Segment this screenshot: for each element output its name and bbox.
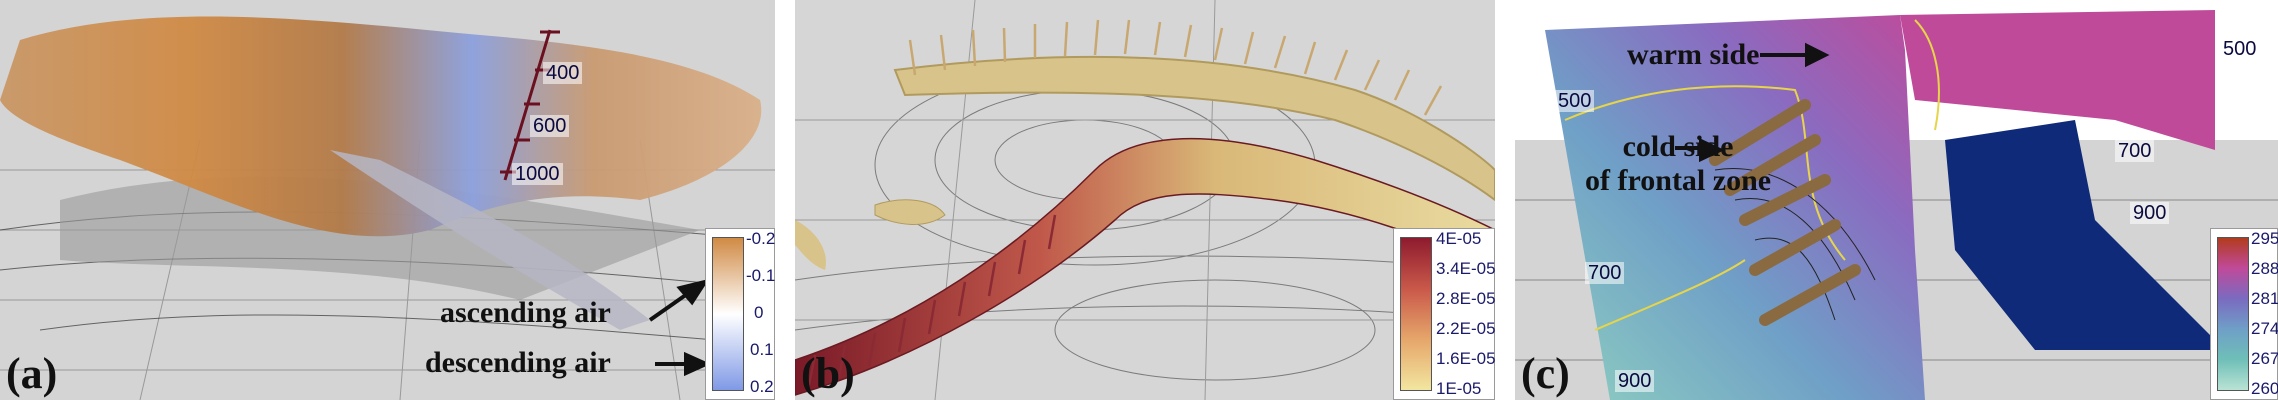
colorbar-a-tick: 0 bbox=[754, 303, 764, 322]
annotation-arrows-c bbox=[1675, 42, 1830, 163]
colorbar-a-gradient bbox=[712, 237, 744, 391]
isobar-label-900: 900 bbox=[1615, 370, 1655, 392]
colorbar-a: -0.2 -0.1 0 0.1 0.2 bbox=[705, 228, 775, 400]
colorbar-b-gradient bbox=[1400, 237, 1432, 391]
vector-glyphs bbox=[908, 19, 1443, 116]
colorbar-a-tick: -0.2 bbox=[746, 229, 775, 248]
colorbar-b-tick: 1E-05 bbox=[1436, 379, 1482, 398]
vector-glyphs-lower bbox=[807, 214, 1057, 386]
panel-label-a: (a) bbox=[6, 349, 58, 398]
cold-side-line2: of frontal zone bbox=[1585, 164, 1772, 197]
warm-side-label: warm side bbox=[1627, 38, 1760, 71]
panel-a: 400 600 1000 ascending air descending ai… bbox=[0, 0, 775, 400]
isobar-label-700: 700 bbox=[1585, 262, 1625, 284]
isobar-label-700: 700 bbox=[2115, 140, 2155, 162]
isobar-label-500: 500 bbox=[1555, 90, 1595, 112]
panel-a-scene bbox=[0, 16, 775, 400]
colorbar-c-gradient bbox=[2217, 237, 2249, 391]
colorbar-b-tick: 2.2E-05 bbox=[1436, 319, 1495, 338]
colorbar-b-tick: 4E-05 bbox=[1436, 229, 1482, 248]
colorbar-c-tick: 281 bbox=[2251, 289, 2278, 308]
colorbar-b-tick: 1.6E-05 bbox=[1436, 349, 1495, 368]
colorbar-a-tick: -0.1 bbox=[746, 266, 775, 285]
ascending-air-label: ascending air bbox=[440, 296, 611, 329]
cold-side-line1: cold side bbox=[1622, 130, 1734, 163]
panel-c: 500 500 700 700 900 900 warm side cold s… bbox=[1515, 0, 2278, 400]
cross-section-plane bbox=[1545, 15, 1925, 400]
colorbar-a-tick: 0.2 bbox=[750, 377, 774, 396]
colorbar-a-tick: 0.1 bbox=[750, 340, 774, 359]
pressure-label-1000: 1000 bbox=[512, 163, 563, 185]
trajectory-tubes bbox=[1709, 99, 1861, 326]
colorbar-b-tick: 3.4E-05 bbox=[1436, 259, 1495, 278]
pressure-label-400: 400 bbox=[543, 62, 583, 84]
colorbar-b: 4E-05 3.4E-05 2.8E-05 2.2E-05 1.6E-05 1E… bbox=[1393, 228, 1495, 400]
colorbar-b-tick: 2.8E-05 bbox=[1436, 289, 1495, 308]
panel-b-scene bbox=[795, 0, 1495, 400]
colorbar-c-tick: 267 bbox=[2251, 349, 2278, 368]
cold-side-label: cold side of frontal zone bbox=[1585, 132, 1771, 196]
colorbar-c-tick: 295 bbox=[2251, 229, 2278, 248]
panel-c-scene bbox=[1515, 10, 2278, 400]
descending-air-label: descending air bbox=[425, 346, 611, 379]
colorbar-c: 295 288 281 274 267 260 bbox=[2210, 228, 2278, 400]
colorbar-c-tick: 260 bbox=[2251, 379, 2278, 398]
annotation-arrows bbox=[648, 278, 711, 377]
panel-b: 4E-05 3.4E-05 2.8E-05 2.2E-05 1.6E-05 1E… bbox=[795, 0, 1495, 400]
isobar-label-500: 500 bbox=[2220, 38, 2260, 60]
lower-trajectory-tube bbox=[795, 137, 1495, 396]
panel-label-c: (c) bbox=[1521, 349, 1570, 398]
pressure-label-600: 600 bbox=[530, 115, 570, 137]
frontal-surface bbox=[1945, 120, 2225, 350]
isobar-label-900: 900 bbox=[2130, 202, 2170, 224]
colorbar-c-tick: 288 bbox=[2251, 259, 2278, 278]
colorbar-c-tick: 274 bbox=[2251, 319, 2278, 338]
upper-trajectory-tube bbox=[893, 55, 1495, 202]
panel-label-b: (b) bbox=[801, 349, 855, 398]
